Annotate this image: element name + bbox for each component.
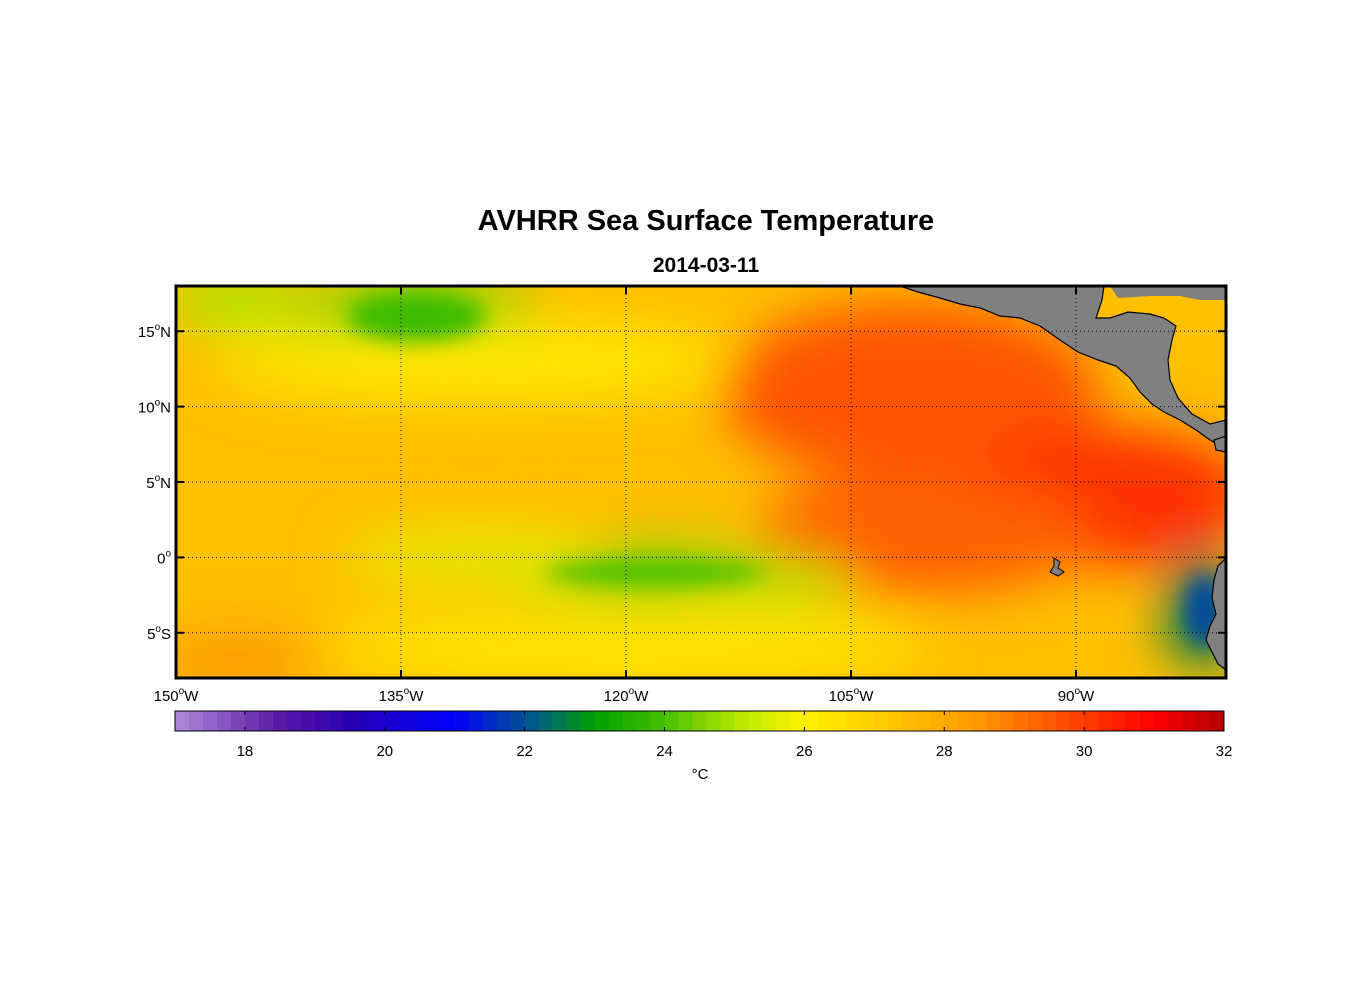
galapagos-land [1049, 557, 1065, 577]
lon-tick-label: 120oW [604, 686, 650, 705]
chart-subtitle: 2014-03-11 [652, 254, 760, 277]
sst-yellow-band-north [216, 321, 736, 402]
colorbar-tick-label: 28 [936, 743, 953, 760]
graticule [176, 286, 1226, 678]
sst-warm-southwest-corner [176, 632, 316, 678]
colorbar-tick-label: 20 [376, 743, 393, 760]
chart-title: AVHRR Sea Surface Temperature [477, 205, 935, 237]
sst-warm-south-east [756, 474, 1096, 595]
central-america-land [899, 286, 1226, 447]
lon-tick-label: 105oW [829, 686, 875, 705]
sst-core-equatorial-cold-tongue [546, 560, 766, 585]
sst-core-cool-northwest [346, 291, 486, 342]
lon-tick-label: 90oW [1058, 686, 1095, 705]
colorbar-ticks: 18 20 22 24 26 28 30 32 [237, 711, 1233, 760]
colorbar-tick-label: 26 [796, 743, 813, 760]
south-america-land [1205, 557, 1226, 671]
lat-tick-label: 10oN [138, 398, 171, 417]
sst-cool-north-west-edge [176, 286, 306, 332]
lat-tick-label: 5oS [147, 624, 171, 643]
yucatan-land [1110, 286, 1226, 300]
map-frame [174, 284, 1228, 680]
axis-ticks: 150oW 135oW 120oW 105oW 90oW 15oN 10oN 5oN 0o 5oS [138, 286, 1226, 705]
colorbar-tick-label: 18 [237, 743, 254, 760]
panama-land [1213, 435, 1226, 453]
colorbar-tick-label: 30 [1076, 743, 1093, 760]
lat-tick-label: 5oN [146, 473, 171, 492]
colorbar-tick-label: 22 [516, 743, 533, 760]
sst-warm-pool-northeast [721, 301, 1101, 482]
colorbar-tick-label: 24 [656, 743, 673, 760]
colorbar-unit: °C [692, 766, 709, 783]
lon-tick-label: 150oW [154, 686, 200, 705]
colorbar-tick-label: 32 [1216, 743, 1233, 760]
lat-tick-label: 15oN [138, 322, 171, 341]
lon-tick-label: 135oW [379, 686, 425, 705]
lat-tick-label: 0o [157, 548, 171, 567]
colorbar [174, 710, 1225, 732]
